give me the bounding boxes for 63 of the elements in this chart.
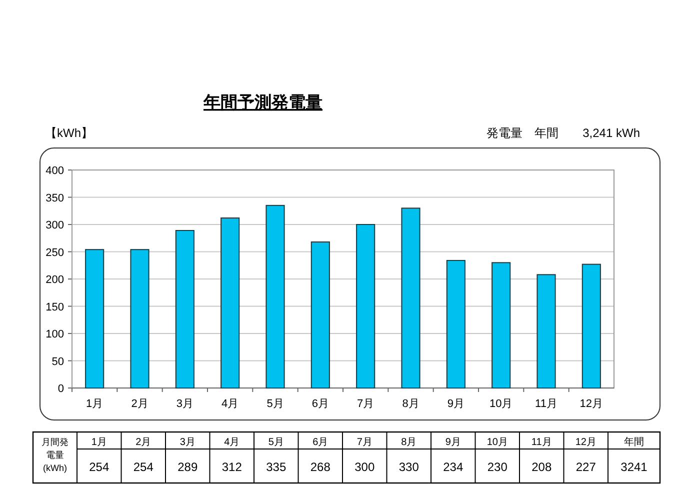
chart-title: 年間予測発電量 (202, 93, 322, 112)
x-tick-label: 10月 (489, 398, 513, 410)
text: 3241 (620, 460, 648, 474)
data-label: 312 (222, 460, 242, 474)
x-tick-label: 8月 (402, 398, 420, 410)
bar (310, 241, 330, 388)
x-tick-label: 11月 (535, 398, 558, 410)
bar (175, 230, 194, 388)
category-label: 1月 (91, 437, 107, 448)
x-tick-label: 7月 (357, 398, 374, 410)
x-tick-label: 5月 (266, 398, 284, 410)
y-tick-label: 300 (46, 220, 64, 232)
bar (266, 204, 285, 388)
text: 年間 (624, 436, 644, 448)
data-label: 300 (354, 460, 375, 474)
data-label: 330 (398, 460, 420, 474)
bar (582, 264, 601, 388)
category-label: 7月 (356, 437, 372, 448)
bar (536, 274, 556, 388)
category-label: 8月 (401, 437, 417, 448)
data-label: 268 (310, 460, 331, 474)
y-tick-label: 250 (46, 246, 64, 259)
category-label: 5月 (268, 437, 284, 448)
y-tick-label: 350 (46, 192, 64, 204)
bar (492, 262, 511, 388)
y-tick-label: 50 (52, 356, 64, 368)
category-label: 6月 (312, 437, 328, 448)
y-axis-title: 【kWh】 (45, 126, 93, 140)
bar (446, 260, 466, 388)
bar (85, 249, 104, 388)
y-tick-label: 100 (46, 328, 64, 340)
category-label: 9月 (445, 437, 461, 448)
y-tick-label: 0 (58, 383, 64, 395)
bar (220, 217, 240, 388)
bar (401, 208, 420, 388)
category-label: 11月 (531, 437, 552, 448)
data-label: 254 (89, 460, 110, 474)
data-label: 254 (133, 460, 154, 474)
data-label: 234 (443, 460, 464, 474)
data-label: 230 (487, 460, 508, 474)
x-tick-label: 3月 (176, 398, 194, 410)
x-tick-label: 2月 (131, 398, 148, 410)
bar (356, 224, 376, 388)
y-tick-label: 200 (46, 274, 64, 286)
category-label: 12月 (575, 437, 596, 448)
category-label: 2月 (136, 437, 152, 448)
category-label: 3月 (180, 437, 196, 448)
data-label: 335 (266, 460, 286, 474)
data-label: 208 (532, 460, 552, 474)
x-tick-label: 12月 (580, 398, 604, 410)
y-tick-label: 150 (46, 301, 64, 314)
x-tick-label: 6月 (312, 398, 329, 410)
y-tick-label: 400 (46, 165, 64, 177)
text: 月間発電量(kWh) (42, 437, 68, 473)
data-label: 289 (178, 460, 198, 474)
x-tick-label: 1月 (86, 398, 104, 410)
data-label: 227 (576, 460, 596, 474)
category-label: 10月 (486, 437, 508, 448)
text: 発電量 年間 3,241 kWh (486, 126, 640, 140)
x-tick-label: 9月 (447, 398, 464, 410)
category-label: 4月 (224, 437, 240, 448)
bar (130, 249, 150, 388)
x-tick-label: 4月 (222, 398, 239, 410)
